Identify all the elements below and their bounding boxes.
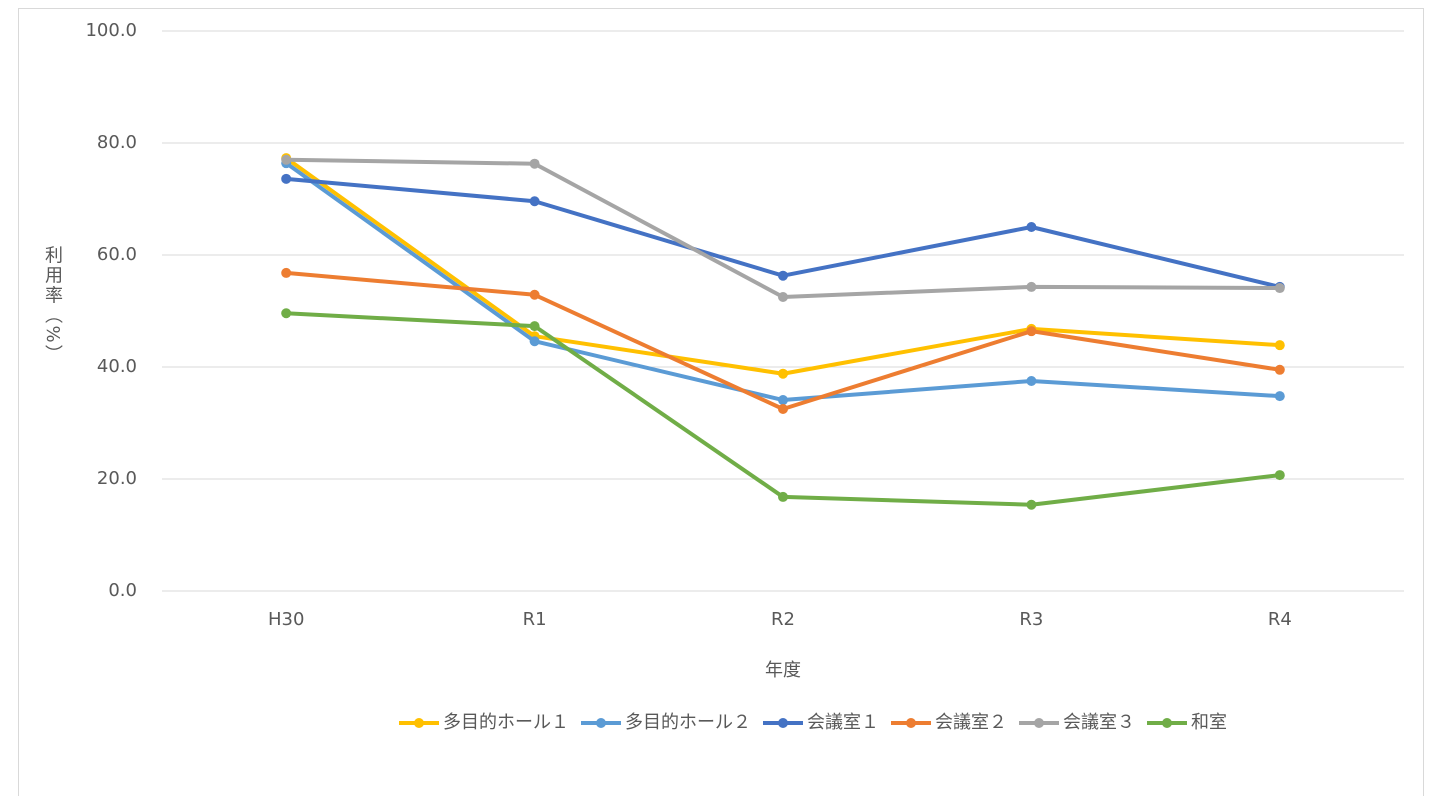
- data-point: [778, 270, 788, 281]
- x-tick-label: R2: [771, 609, 795, 630]
- legend-label: 和室: [1191, 712, 1227, 733]
- data-point: [281, 173, 292, 184]
- y-tick-label: 100.0: [85, 20, 137, 41]
- legend-marker: [1162, 718, 1172, 728]
- data-point: [1274, 364, 1285, 375]
- legend-marker: [596, 718, 606, 728]
- data-point: [1274, 283, 1285, 294]
- data-point: [281, 308, 292, 319]
- data-point: [529, 289, 540, 300]
- data-point: [529, 158, 540, 169]
- data-point: [281, 154, 292, 165]
- data-point: [1274, 391, 1285, 402]
- data-point: [529, 336, 540, 347]
- x-tick-label: R4: [1268, 609, 1292, 630]
- data-point: [778, 292, 788, 302]
- data-point: [778, 404, 788, 414]
- data-point: [529, 321, 540, 332]
- y-tick-label: 60.0: [97, 244, 137, 265]
- data-point: [1026, 281, 1037, 292]
- x-tick-label: H30: [268, 609, 304, 630]
- legend-marker: [414, 718, 424, 728]
- legend-marker: [906, 718, 916, 728]
- y-tick-label: 20.0: [97, 468, 137, 489]
- legend-label: 多目的ホール１: [443, 712, 569, 733]
- legend-label: 会議室２: [935, 712, 1007, 733]
- x-tick-label: R3: [1019, 609, 1043, 630]
- y-tick-label: 0.0: [108, 580, 137, 601]
- y-axis-label: 利用率（%）: [42, 245, 63, 364]
- y-tick-label: 80.0: [97, 132, 137, 153]
- data-point: [778, 395, 788, 406]
- data-point: [1026, 222, 1037, 232]
- data-point: [1274, 470, 1285, 481]
- y-tick-label: 40.0: [97, 356, 137, 377]
- data-point: [1274, 340, 1285, 351]
- data-point: [1026, 499, 1037, 510]
- data-point: [778, 491, 788, 502]
- x-axis-label: 年度: [765, 660, 801, 681]
- legend-marker: [1034, 718, 1044, 728]
- x-tick-label: R1: [523, 609, 547, 630]
- data-point: [529, 196, 540, 207]
- legend-label: 多目的ホール２: [625, 712, 751, 733]
- data-point: [281, 267, 292, 278]
- data-point: [778, 368, 788, 379]
- data-point: [1026, 326, 1037, 337]
- legend-marker: [778, 718, 788, 728]
- data-point: [1026, 376, 1037, 386]
- chart-border: [18, 8, 1424, 796]
- legend-label: 会議室１: [807, 712, 879, 733]
- legend-label: 会議室３: [1063, 712, 1135, 733]
